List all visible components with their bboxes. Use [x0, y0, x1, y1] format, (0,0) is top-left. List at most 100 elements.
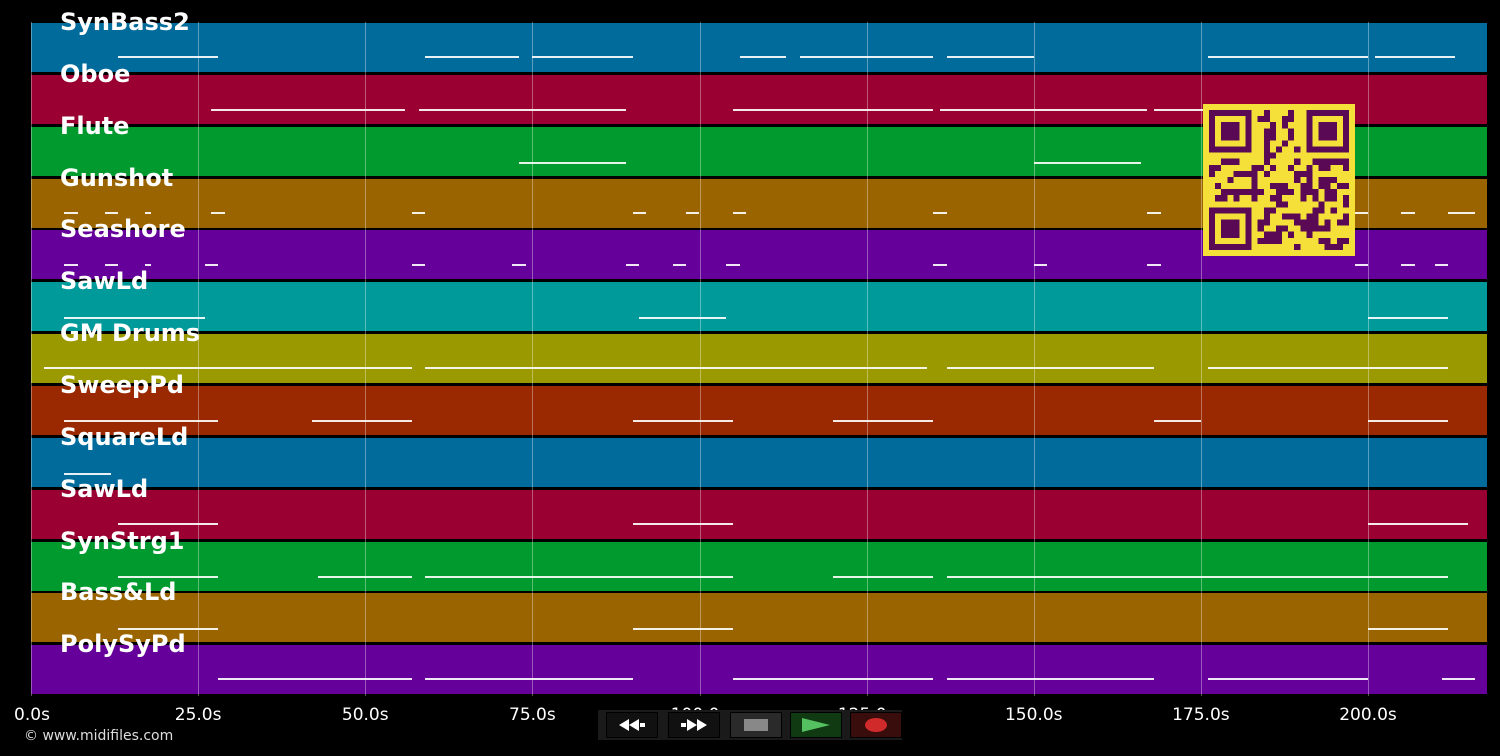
- fast-forward-button[interactable]: [668, 712, 720, 738]
- note-mark: [946, 367, 1155, 370]
- note-mark: [1434, 264, 1449, 267]
- note-mark: [425, 56, 519, 58]
- note-mark: [739, 56, 787, 58]
- time-tick-label: 175.0s: [1172, 705, 1230, 725]
- track-label: Gunshot: [60, 163, 174, 192]
- note-mark: [732, 108, 934, 111]
- track-label: SawLd: [60, 267, 149, 296]
- track-label: GM Drums: [60, 319, 201, 348]
- gridline: [532, 22, 534, 696]
- track-label: Flute: [60, 111, 130, 140]
- note-mark: [686, 211, 700, 214]
- record-button[interactable]: [850, 712, 902, 738]
- time-tick-label: 200.0s: [1339, 705, 1397, 725]
- qr-code-image: [1203, 104, 1355, 256]
- note-mark: [311, 419, 413, 422]
- note-mark: [1448, 211, 1475, 214]
- note-mark: [204, 264, 219, 267]
- gridline: [31, 22, 32, 696]
- gridline: [699, 22, 701, 696]
- note-mark: [144, 211, 152, 214]
- copyright-text: © www.midifiles.com: [24, 728, 174, 744]
- note-mark: [211, 108, 406, 111]
- note-mark: [933, 211, 947, 214]
- play-icon: [802, 718, 830, 732]
- gridline: [1033, 22, 1035, 696]
- track-lane: SawLd: [31, 475, 1487, 539]
- note-mark: [64, 472, 112, 475]
- note-mark: [1147, 211, 1161, 214]
- note-mark: [64, 317, 205, 320]
- time-tick-label: 25.0s: [174, 705, 222, 725]
- note-mark: [104, 264, 118, 267]
- track-lane: SquareLd: [31, 423, 1487, 487]
- note-mark: [532, 56, 633, 58]
- note-mark: [940, 108, 1148, 111]
- note-mark: [64, 211, 78, 214]
- note-mark: [726, 264, 740, 267]
- note-mark: [117, 628, 219, 631]
- track-label: SynBass2: [60, 8, 190, 36]
- fast-forward-icon: [681, 719, 707, 731]
- note-mark: [632, 419, 733, 422]
- track-label: SweepPd: [60, 370, 184, 399]
- note-mark: [933, 264, 947, 267]
- note-mark: [1401, 211, 1415, 214]
- note-mark: [64, 264, 78, 267]
- rewind-button[interactable]: [606, 712, 658, 738]
- stop-icon: [744, 719, 768, 731]
- track-lane: PolySyPd: [31, 630, 1487, 695]
- record-icon: [865, 718, 887, 732]
- note-mark: [104, 211, 118, 214]
- stop-button[interactable]: [730, 712, 782, 738]
- note-mark: [833, 419, 934, 422]
- note-mark: [1368, 522, 1469, 525]
- note-mark: [1154, 419, 1201, 422]
- note-mark: [632, 628, 733, 631]
- note-mark: [946, 56, 1034, 58]
- note-mark: [1033, 161, 1141, 164]
- track-label: SawLd: [60, 474, 149, 503]
- note-mark: [218, 678, 413, 681]
- track-lane: Bass&Ld: [31, 578, 1487, 643]
- note-mark: [632, 211, 646, 214]
- play-button[interactable]: [790, 712, 842, 738]
- note-mark: [625, 264, 640, 267]
- note-mark: [1368, 317, 1449, 320]
- track-label: SynStrg1: [60, 526, 185, 555]
- track-lane: SynStrg1: [31, 527, 1487, 591]
- note-mark: [1033, 264, 1048, 267]
- note-mark: [117, 56, 219, 58]
- note-mark: [639, 317, 727, 320]
- note-mark: [1368, 628, 1449, 631]
- gridline: [198, 22, 200, 696]
- note-mark: [425, 678, 633, 681]
- note-mark: [519, 161, 626, 164]
- note-mark: [1207, 367, 1449, 370]
- note-mark: [1207, 678, 1368, 681]
- gridline: [1368, 22, 1369, 696]
- time-tick-label: 150.0s: [1004, 705, 1063, 725]
- note-mark: [412, 211, 426, 214]
- note-mark: [632, 522, 733, 525]
- track-lane: SynBass2: [31, 8, 1487, 72]
- gridline: [365, 22, 367, 696]
- note-mark: [425, 367, 927, 370]
- time-tick-label: 0.0s: [14, 705, 50, 725]
- rewind-icon: [619, 719, 645, 731]
- note-mark: [1374, 56, 1455, 58]
- note-mark: [512, 264, 526, 267]
- track-label: SquareLd: [60, 422, 189, 451]
- note-mark: [418, 108, 626, 111]
- track-lane: GM Drums: [31, 319, 1487, 384]
- note-mark: [672, 264, 687, 267]
- note-mark: [732, 678, 934, 681]
- note-mark: [425, 575, 733, 578]
- transport-controls: [598, 710, 902, 740]
- note-mark: [946, 678, 1155, 681]
- note-mark: [117, 575, 219, 578]
- note-mark: [318, 575, 413, 578]
- note-mark: [211, 211, 225, 214]
- gridline: [866, 22, 868, 696]
